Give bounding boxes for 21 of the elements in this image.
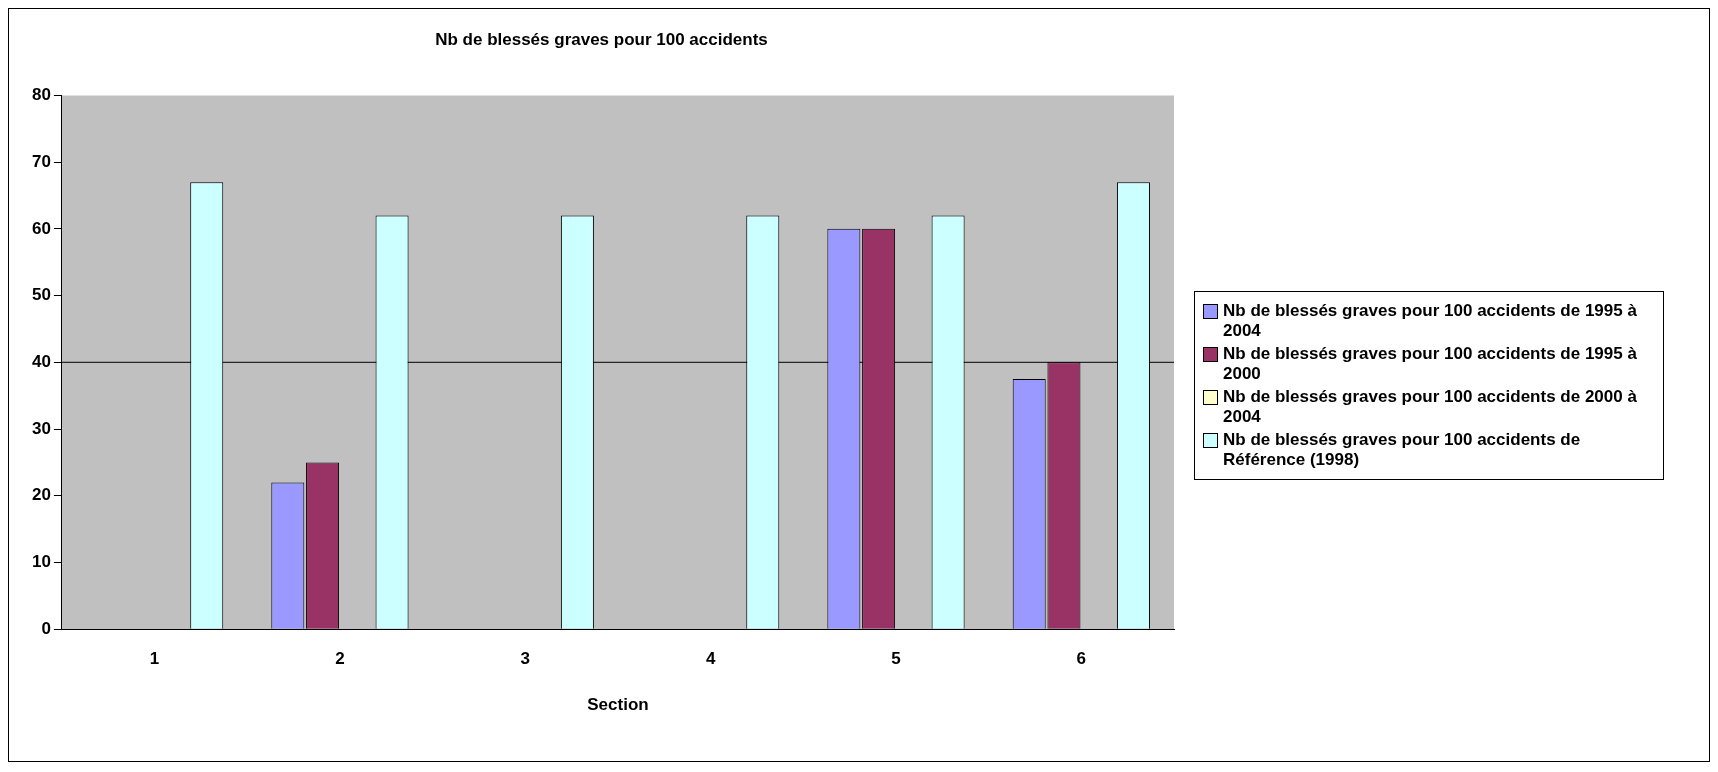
x-tick-label: 5: [891, 649, 901, 669]
y-tick-label: 40: [31, 351, 51, 371]
x-tick-label: 4: [705, 649, 716, 669]
legend-label: Nb de blessés graves pour 100 accidents de 1995 à 2004: [1223, 300, 1638, 341]
legend-label: Nb de blessés graves pour 100 accidents de 1995 à 2000: [1223, 343, 1638, 384]
y-tick-label: 30: [31, 418, 51, 438]
chart-title: Nb de blessés graves pour 100 accidents: [435, 29, 768, 49]
x-axis-title: Section: [587, 695, 649, 715]
x-tick-label: 2: [335, 649, 345, 669]
y-tick-label: 50: [31, 285, 51, 305]
y-tick-label: 0: [41, 618, 51, 638]
legend-label: Nb de blessés graves pour 100 accidents de Référence (1998): [1223, 429, 1582, 470]
y-tick-label: 80: [31, 85, 51, 105]
x-tick-label: 1: [149, 649, 160, 669]
y-tick-label: 10: [31, 552, 51, 572]
y-tick-label: 20: [31, 485, 51, 505]
legend-label: Nb de blessés graves pour 100 accidents de 2000 à 2004: [1223, 386, 1638, 427]
y-tick-label: 70: [31, 151, 51, 171]
y-tick-label: 60: [31, 218, 51, 238]
x-tick-label: 3: [520, 649, 531, 669]
x-tick-label: 6: [1076, 649, 1087, 669]
